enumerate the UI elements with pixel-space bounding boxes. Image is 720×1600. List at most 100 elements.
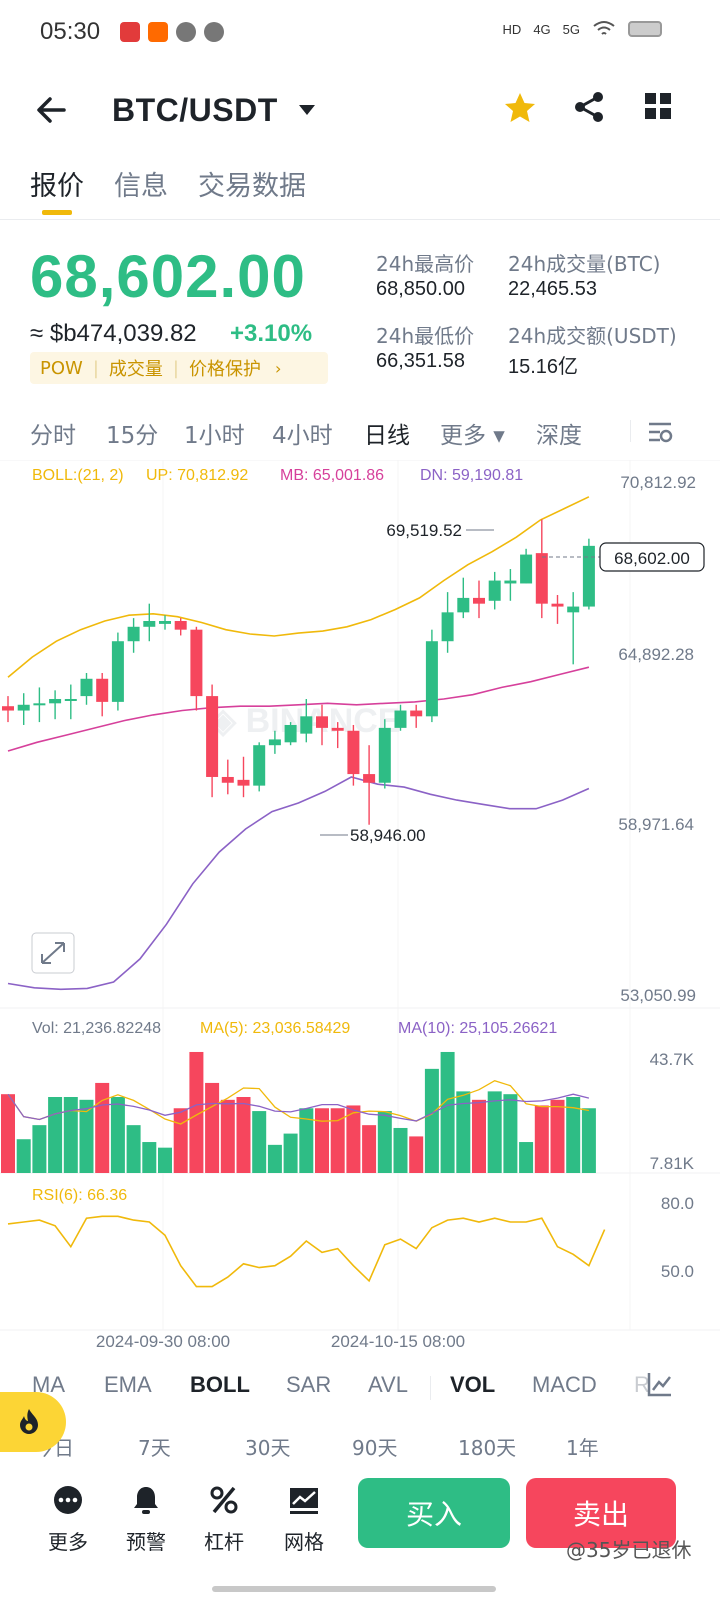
indicator-macd[interactable]: MACD [532,1372,597,1397]
interval-depth[interactable]: 深度 [536,423,582,449]
period-30d[interactable]: 30天 [245,1436,291,1460]
alert-button[interactable]: 预警 [116,1484,176,1555]
candle-body [143,621,156,627]
quick-action-button[interactable] [0,1392,66,1452]
candle-body [410,710,423,717]
back-arrow-icon[interactable] [32,90,72,130]
candle-body [394,710,407,728]
asset-tags[interactable]: POW | 成交量 | 价格保护 › [30,352,328,384]
candle-body [174,621,187,630]
volume-bar [1,1094,15,1173]
candle-body [567,606,580,613]
volume-bar [330,1108,345,1173]
candle-body [221,776,234,783]
candle-body [127,626,140,642]
candle-body [488,580,501,601]
share-icon[interactable] [572,90,606,124]
grid-bot-button[interactable]: 网格 [274,1484,334,1555]
active-tab-underline [42,210,72,215]
leverage-button[interactable]: 杠杆 [194,1484,254,1555]
volume-bar [32,1125,47,1173]
volume-bar [95,1082,110,1173]
pair-title[interactable]: BTC/USDT [112,92,278,128]
favorite-star-icon[interactable] [502,90,538,126]
indicator-avl[interactable]: AVL [368,1372,408,1397]
stat-high-label: 24h最高价 [376,252,475,276]
interval-4h[interactable]: 4小时 [272,423,333,449]
alert-label: 预警 [126,1530,166,1554]
candle-body [363,774,376,783]
indicator-rsi[interactable]: R [634,1372,650,1397]
chart-settings-icon[interactable] [646,418,674,446]
grid-layout-icon[interactable] [644,92,672,120]
pair-dropdown-icon[interactable] [296,100,318,122]
volume-bar [393,1127,408,1173]
indicator-sar[interactable]: SAR [286,1372,332,1397]
sell-button[interactable]: 卖出 [526,1478,676,1548]
user-watermark: @35岁已退休 [566,1538,692,1562]
period-7d[interactable]: 7天 [138,1436,171,1460]
y-axis-label-top: 70,812.92 [620,473,696,492]
sync-icon [204,22,224,42]
candle-body [347,730,360,775]
candle-body [331,727,344,731]
more-dots-icon [54,1486,82,1514]
indicator-settings-icon[interactable] [646,1370,674,1398]
indicator-ema[interactable]: EMA [104,1372,152,1397]
volume-bar [456,1091,471,1173]
candle-body [441,612,454,642]
candle-body [190,629,203,697]
candle-body [268,739,281,746]
grid-bot-label: 网格 [284,1530,324,1554]
candle-body [378,727,391,783]
tab-quote[interactable]: 报价 [30,171,84,202]
last-price-label: 68,602.00 [614,549,690,568]
interval-more[interactable]: 更多 ▾ [440,423,505,449]
volume-bar [424,1068,439,1173]
tab-trading-data[interactable]: 交易数据 [198,171,306,202]
stat-vol-usdt-label: 24h成交额(USDT) [508,324,677,348]
rsi-legend: RSI(6): 66.36 [32,1187,127,1204]
interval-15m[interactable]: 15分 [106,423,159,449]
chevron-right-icon: › [274,358,282,378]
tag-volume: 成交量 [108,359,163,380]
interval-1h[interactable]: 1小时 [184,423,245,449]
hd-indicator: HD [502,21,522,37]
vol-legend: Vol: 21,236.82248 [32,1020,161,1037]
battery-icon [628,21,662,37]
header: BTC/USDT [0,72,720,148]
candle-body [33,703,46,706]
stat-vol-usdt-value: 15.16亿 [508,356,579,378]
candle-body [80,678,93,697]
stat-high-value: 68,850.00 [376,278,465,300]
tab-info[interactable]: 信息 [114,171,168,202]
volume-bar [440,1051,455,1173]
boll-upper-line [7,496,590,678]
wifi-icon [593,21,615,35]
period-1y[interactable]: 1年 [566,1436,599,1460]
more-button[interactable]: 更多 [38,1484,98,1555]
stat-low-value: 66,351.58 [376,350,465,372]
volume-bar [126,1125,141,1173]
status-app-icons [120,22,224,42]
indicator-boll[interactable]: BOLL [190,1372,250,1397]
volume-bar [267,1144,282,1173]
buy-button[interactable]: 买入 [358,1478,510,1548]
volume-bar [299,1108,314,1173]
last-price: 68,602.00 [30,243,306,310]
volume-bar [315,1108,329,1173]
x-axis-label-2: 2024-10-15 08:00 [331,1332,465,1350]
tag-price-protection: 价格保护 [188,359,261,380]
period-180d[interactable]: 180天 [458,1436,517,1460]
interval-1d[interactable]: 日线 [364,423,410,449]
fiat-price: ≈ $b474,039.82 [30,320,197,347]
period-90d[interactable]: 90天 [352,1436,398,1460]
volume-bar [158,1147,172,1173]
candle-body [425,641,438,717]
rsi-line [7,1215,606,1288]
volume-bar [16,1139,31,1173]
candle-body [284,724,297,743]
kline-chart[interactable]: ◈ BINANCE BOLL:(21, 2) UP: 70,812.92 MB:… [0,460,720,1350]
interval-timeshare[interactable]: 分时 [30,423,76,449]
indicator-vol[interactable]: VOL [450,1372,496,1397]
